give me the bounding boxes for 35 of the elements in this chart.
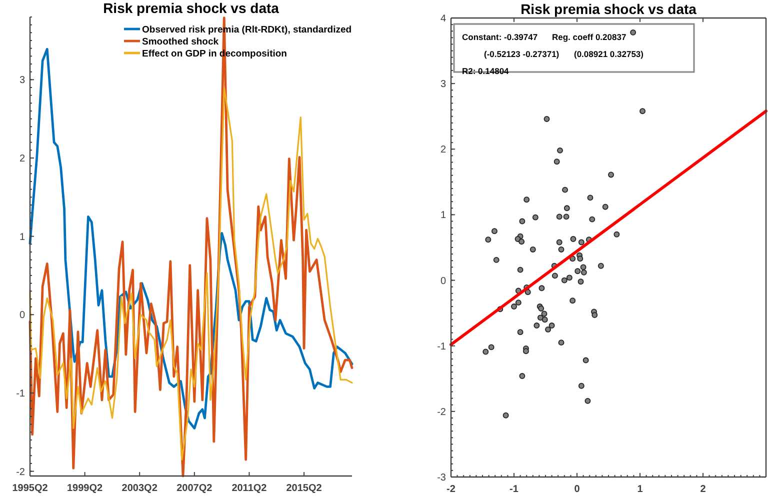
y-tick-label: 4 — [440, 14, 446, 24]
annotation: R2: 0.14804 — [462, 66, 510, 76]
line-series — [29, 86, 353, 460]
line-series — [28, 48, 354, 430]
y-tick-label: 0 — [440, 276, 446, 287]
y-tick-label: -1 — [437, 341, 446, 352]
y-tick-label: 2 — [440, 144, 446, 156]
y-tick-label: -2 — [437, 406, 446, 418]
y-tick-label: 0 — [19, 310, 26, 322]
y-tick-label: 3 — [440, 79, 446, 90]
y-tick-label: 1 — [19, 232, 26, 243]
chart-title: Risk premia shock vs data — [103, 0, 280, 16]
x-tick-label: 2 — [700, 484, 706, 495]
x-tick-label: 0 — [574, 484, 580, 495]
y-tick-label: 3 — [19, 75, 26, 86]
x-tick-label: 1 — [637, 484, 644, 495]
chart-title: Risk premia shock vs data — [520, 1, 697, 17]
x-tick-label: 1999Q2 — [67, 483, 104, 494]
x-tick-label: 1995Q2 — [12, 483, 48, 494]
x-tick-label: 2015Q2 — [286, 483, 322, 494]
y-tick-label: -2 — [16, 466, 26, 478]
line-series — [28, 16, 354, 478]
annotation: Constant: -0.39747 — [462, 32, 538, 42]
x-tick-label: 2011Q2 — [232, 483, 268, 494]
x-tick-label: 2003Q2 — [122, 483, 158, 494]
y-tick-label: -1 — [16, 388, 26, 400]
x-tick-label: -1 — [510, 484, 519, 495]
y-tick-label: -3 — [437, 472, 446, 484]
annotation: Reg. coeff 0.20837 — [552, 32, 626, 42]
y-tick-label: 2 — [19, 153, 26, 164]
x-tick-label: 2007Q2 — [176, 483, 213, 494]
y-tick-label: 1 — [440, 210, 446, 222]
annotation: (-0.52123 -0.27371) — [484, 48, 560, 59]
legend-label: Smoothed shock — [142, 36, 220, 48]
annotation: (0.08921 0.32753) — [574, 48, 644, 59]
